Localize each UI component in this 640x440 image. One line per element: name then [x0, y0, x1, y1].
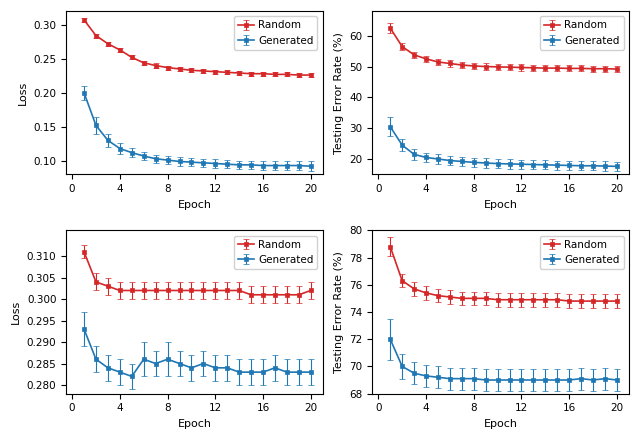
- Legend: Random, Generated: Random, Generated: [234, 235, 317, 269]
- Y-axis label: Testing Error Rate (%): Testing Error Rate (%): [334, 251, 344, 373]
- X-axis label: Epoch: Epoch: [177, 200, 211, 210]
- Y-axis label: Loss: Loss: [18, 81, 28, 105]
- Legend: Random, Generated: Random, Generated: [234, 16, 317, 50]
- X-axis label: Epoch: Epoch: [177, 419, 211, 429]
- X-axis label: Epoch: Epoch: [484, 200, 518, 210]
- Y-axis label: Testing Error Rate (%): Testing Error Rate (%): [334, 32, 344, 154]
- Legend: Random, Generated: Random, Generated: [540, 235, 624, 269]
- Y-axis label: Loss: Loss: [11, 300, 21, 324]
- Legend: Random, Generated: Random, Generated: [540, 16, 624, 50]
- X-axis label: Epoch: Epoch: [484, 419, 518, 429]
